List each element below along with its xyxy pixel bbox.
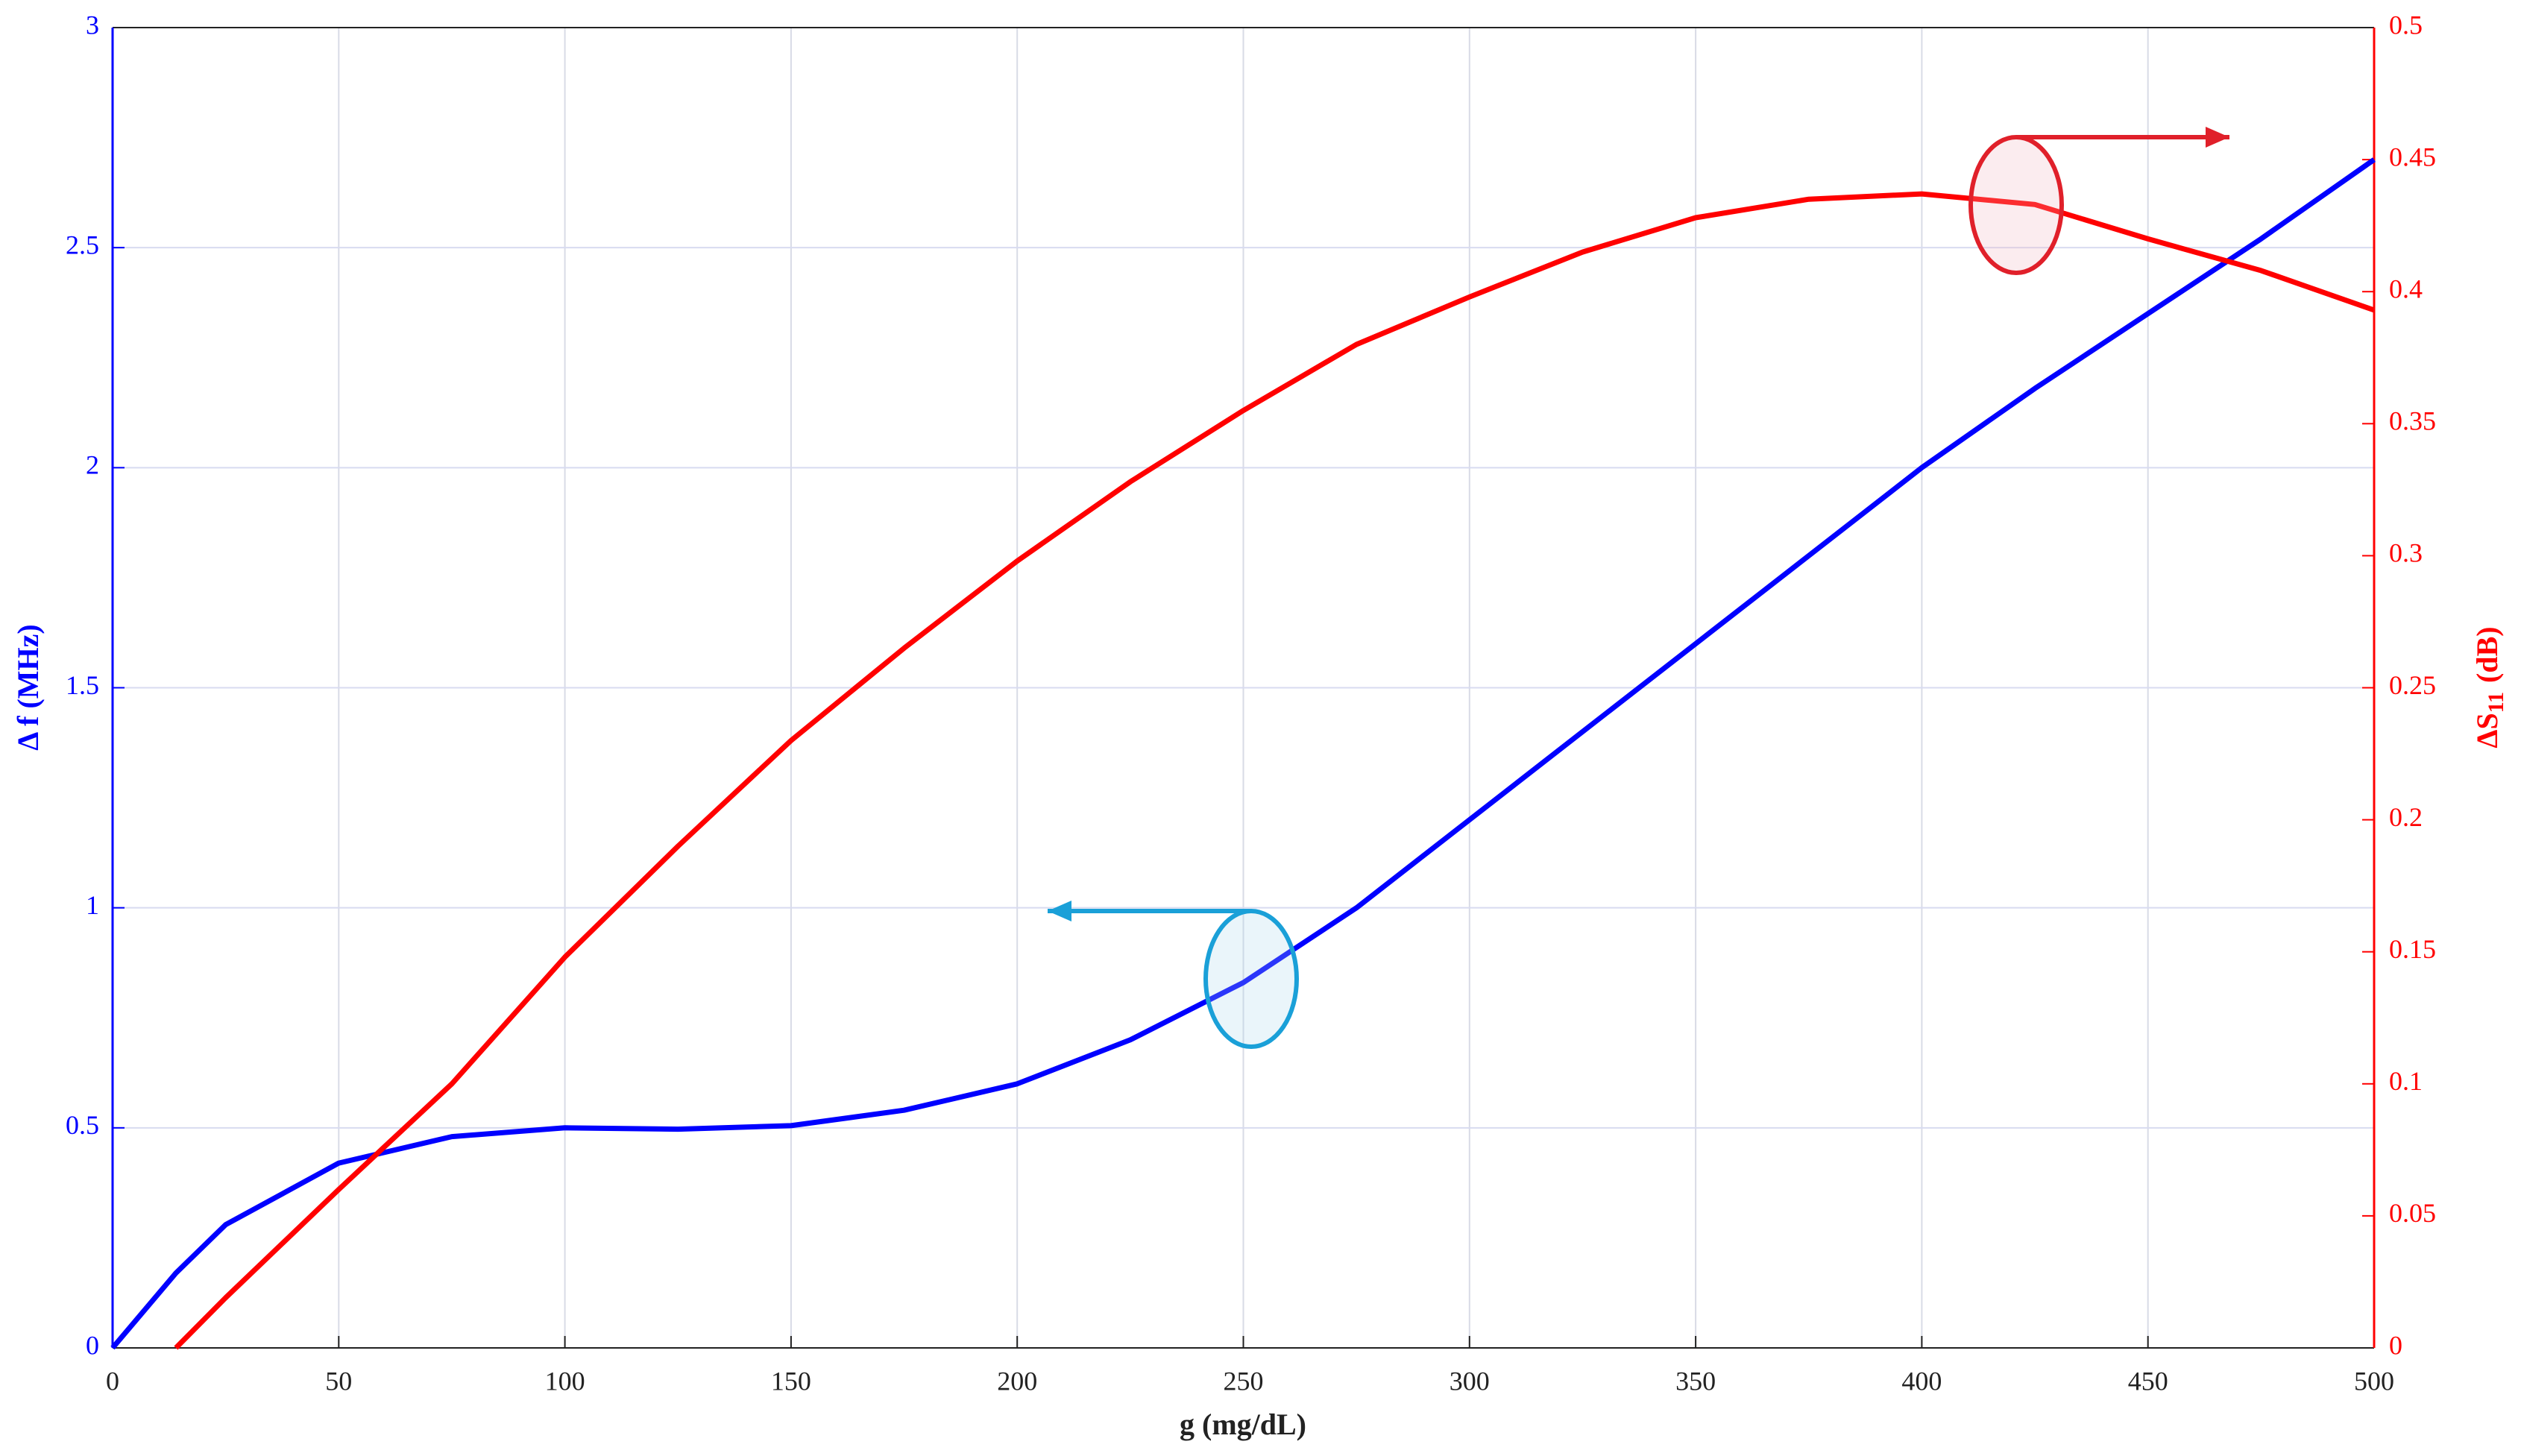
y-tick-label: 1	[86, 890, 99, 920]
y-tick-label: 3	[86, 10, 99, 40]
y2-tick-label: 0.2	[2389, 802, 2423, 832]
y-tick-label: 0	[86, 1330, 99, 1360]
arrow-head	[2206, 127, 2229, 148]
x-tick-label: 100	[545, 1366, 585, 1396]
x-tick-label: 450	[2128, 1366, 2168, 1396]
y-axis-label: Δ f (MHz)	[11, 624, 45, 750]
x-tick-label: 500	[2354, 1366, 2394, 1396]
y-tick-label: 1.5	[66, 670, 99, 700]
y2-tick-label: 0.15	[2389, 934, 2436, 964]
y2-tick-label: 0.05	[2389, 1198, 2436, 1228]
y-tick-label: 2	[86, 450, 99, 480]
arrow-head	[1048, 901, 1071, 921]
x-axis-label: g (mg/dL)	[1180, 1408, 1306, 1441]
series-line	[174, 191, 2376, 1350]
y2-tick-label: 0	[2389, 1330, 2402, 1360]
y-tick-label: 2.5	[66, 230, 99, 259]
y2-tick-label: 0.35	[2389, 406, 2436, 436]
y2-tick-label: 0.25	[2389, 670, 2436, 700]
y2-label-unit: (dB)	[2470, 626, 2504, 683]
x-tick-label: 0	[106, 1366, 119, 1396]
x-tick-label: 300	[1450, 1366, 1490, 1396]
x-tick-label: 200	[997, 1366, 1037, 1396]
y2-tick-label: 0.5	[2389, 10, 2423, 40]
y2-tick-label: 0.4	[2389, 274, 2423, 303]
x-tick-label: 50	[325, 1366, 352, 1396]
x-tick-label: 250	[1224, 1366, 1264, 1396]
y2-label-main: ΔS	[2470, 713, 2504, 748]
x-tick-label: 400	[1901, 1366, 1942, 1396]
series-line	[110, 157, 2376, 1350]
annotation-ellipse	[1968, 135, 2064, 275]
y2-axis-label: ΔS11 (dB)	[2470, 626, 2508, 748]
y2-label-sub: 11	[2484, 692, 2508, 713]
y2-tick-label: 0.1	[2389, 1066, 2423, 1096]
x-tick-label: 350	[1675, 1366, 1716, 1396]
y-tick-label: 0.5	[66, 1110, 99, 1140]
x-tick-label: 150	[771, 1366, 811, 1396]
annotation-ellipse	[1203, 909, 1299, 1049]
y2-tick-label: 0.45	[2389, 142, 2436, 171]
y2-tick-label: 0.3	[2389, 538, 2423, 568]
